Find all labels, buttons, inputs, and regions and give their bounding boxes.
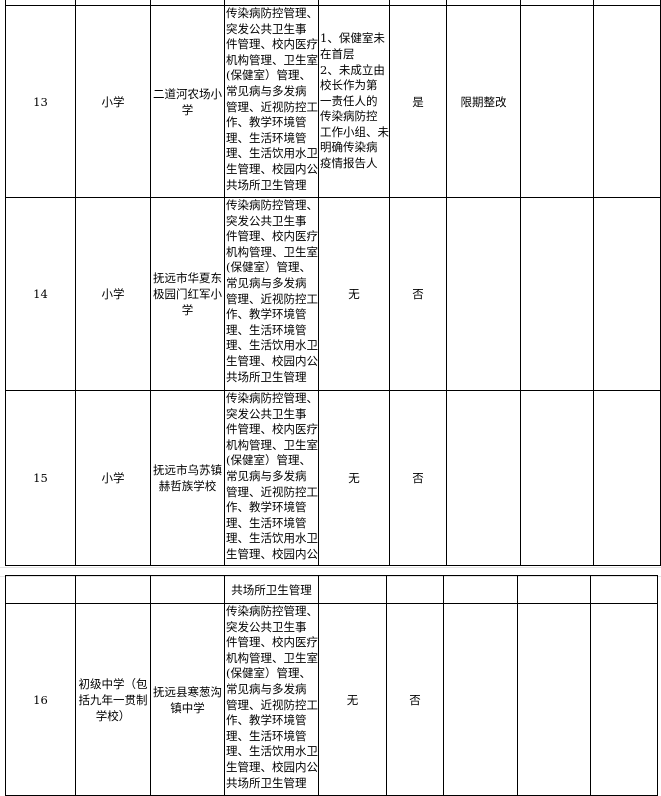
table-row: 15 小学 抚远市乌苏镇赫哲族学校 传染病防控管理、 突发公共卫生事 件管理、校内医… bbox=[5, 390, 661, 566]
school-name: 抚远市乌苏镇赫哲族学校 bbox=[150, 390, 225, 566]
table-row: 13 小学 二道河农场小学 传染病防控管理、 突发公共卫生事 件管理、校内医疗 机构管… bbox=[5, 5, 661, 198]
has-issue: 否 bbox=[386, 603, 444, 796]
action bbox=[443, 603, 518, 796]
has-issue: 是 bbox=[389, 5, 447, 198]
school-name: 抚远市华夏东极园门红军小学 bbox=[150, 197, 225, 391]
table-row: 16 初级中学（包括九年一贯制学校） 抚远县寒葱沟镇中学 传染病防控管理、 突发公… bbox=[5, 603, 658, 796]
school-type: 初级中学（包括九年一贯制学校） bbox=[75, 603, 151, 796]
school-type: 小学 bbox=[75, 5, 151, 198]
row-number: 13 bbox=[5, 5, 76, 198]
inspection-content-continuation: 共场所卫生管理 bbox=[224, 575, 319, 604]
school-type: 小学 bbox=[75, 390, 151, 566]
row-number: 14 bbox=[5, 197, 76, 391]
inspection-content: 传染病防控管理、 突发公共卫生事 件管理、校内医疗 机构管理、卫生室 (保健室）管理、常… bbox=[224, 603, 319, 796]
row-number: 15 bbox=[5, 390, 76, 566]
issues-found: 1、保健室未 在首层 2、未成立由 校长作为第 一责任人的 传染病防控 工作小组、未 明确传染… bbox=[318, 5, 390, 198]
has-issue: 否 bbox=[389, 390, 447, 566]
inspection-content: 传染病防控管理、 突发公共卫生事 件管理、校内医疗 机构管理、卫生室 (保健室）管理、常… bbox=[224, 390, 319, 566]
inspection-table-page-1: 13 小学 二道河农场小学 传染病防控管理、 突发公共卫生事 件管理、校内医疗 机构管… bbox=[5, 0, 661, 566]
issues-found: 无 bbox=[318, 603, 387, 796]
action bbox=[446, 390, 521, 566]
issues-found: 无 bbox=[318, 197, 390, 391]
inspection-table-page-2: 共场所卫生管理 16 初级中学（包括九年一贯制学校） 抚远县寒葱沟镇中学 传染病… bbox=[5, 575, 658, 796]
action: 限期整改 bbox=[446, 5, 521, 198]
school-type: 小学 bbox=[75, 197, 151, 391]
row-number: 16 bbox=[5, 603, 76, 796]
table-row: 14 小学 抚远市华夏东极园门红军小学 传染病防控管理、 突发公共卫生事 件管理、校… bbox=[5, 197, 661, 391]
school-name: 二道河农场小学 bbox=[150, 5, 225, 198]
continuation-row: 共场所卫生管理 bbox=[5, 575, 658, 604]
action bbox=[446, 197, 521, 391]
inspection-content: 传染病防控管理、 突发公共卫生事 件管理、校内医疗 机构管理、卫生室 (保健室）管理、常… bbox=[224, 197, 319, 391]
issues-found: 无 bbox=[318, 390, 390, 566]
inspection-content: 传染病防控管理、 突发公共卫生事 件管理、校内医疗 机构管理、卫生室 (保健室）管理、常… bbox=[224, 5, 319, 198]
has-issue: 否 bbox=[389, 197, 447, 391]
school-name: 抚远县寒葱沟镇中学 bbox=[150, 603, 225, 796]
